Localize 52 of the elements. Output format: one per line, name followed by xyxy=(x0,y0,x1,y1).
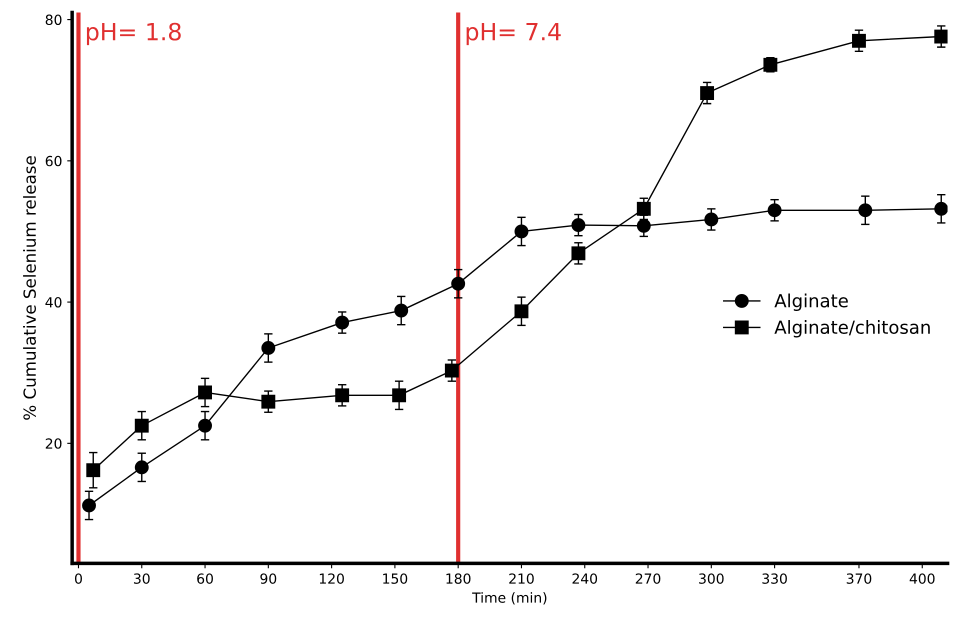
point xyxy=(335,388,350,402)
point xyxy=(934,30,948,44)
x-tick-label: 400 xyxy=(910,573,935,584)
annotation: pH= 1.8 xyxy=(86,22,181,46)
x-tick-label: 0 xyxy=(74,573,82,584)
point xyxy=(261,394,276,409)
legend-label: Alginate xyxy=(774,294,848,311)
point xyxy=(636,202,651,216)
y-tick-label: 20 xyxy=(46,438,62,449)
point xyxy=(394,304,408,318)
y-tick-label: 80 xyxy=(46,14,62,26)
point xyxy=(444,364,459,378)
x-tick-label: 240 xyxy=(572,573,598,584)
point xyxy=(261,341,276,355)
x-tick-label: 270 xyxy=(636,573,660,584)
point xyxy=(571,246,586,260)
point xyxy=(392,388,406,402)
x-tick-label: 120 xyxy=(320,573,344,584)
x-tick-label: 60 xyxy=(197,573,213,584)
legend-label: Alginate/chitosan xyxy=(774,320,930,338)
point xyxy=(768,203,782,218)
x-tick-label: 180 xyxy=(446,573,471,584)
y-tick-label: 60 xyxy=(46,156,62,166)
point xyxy=(134,460,149,474)
point xyxy=(858,203,872,218)
x-tick-label: 300 xyxy=(699,573,724,584)
point xyxy=(451,276,466,291)
x-tick-label: 370 xyxy=(846,573,872,584)
x-axis-title: Time (min) xyxy=(472,592,546,605)
point xyxy=(704,212,718,226)
point xyxy=(134,418,149,433)
x-tick-label: 150 xyxy=(383,573,408,584)
point xyxy=(852,34,866,48)
point xyxy=(934,202,948,216)
point xyxy=(514,224,528,238)
point xyxy=(514,304,528,318)
point xyxy=(763,58,778,72)
x-tick-label: 330 xyxy=(762,573,787,584)
point xyxy=(335,316,350,330)
x-tick-label: 30 xyxy=(134,573,150,584)
point xyxy=(82,498,96,512)
y-axis-title: % Cumulative Selenium release xyxy=(23,156,36,420)
point xyxy=(86,463,100,478)
point xyxy=(636,218,651,233)
point xyxy=(198,418,212,433)
annotation: pH= 7.4 xyxy=(466,23,561,46)
x-tick-label: 90 xyxy=(260,573,276,584)
point xyxy=(700,86,714,100)
y-tick-label: 40 xyxy=(45,297,62,308)
point xyxy=(198,386,212,400)
point xyxy=(571,218,586,232)
x-tick-label: 210 xyxy=(509,573,534,584)
